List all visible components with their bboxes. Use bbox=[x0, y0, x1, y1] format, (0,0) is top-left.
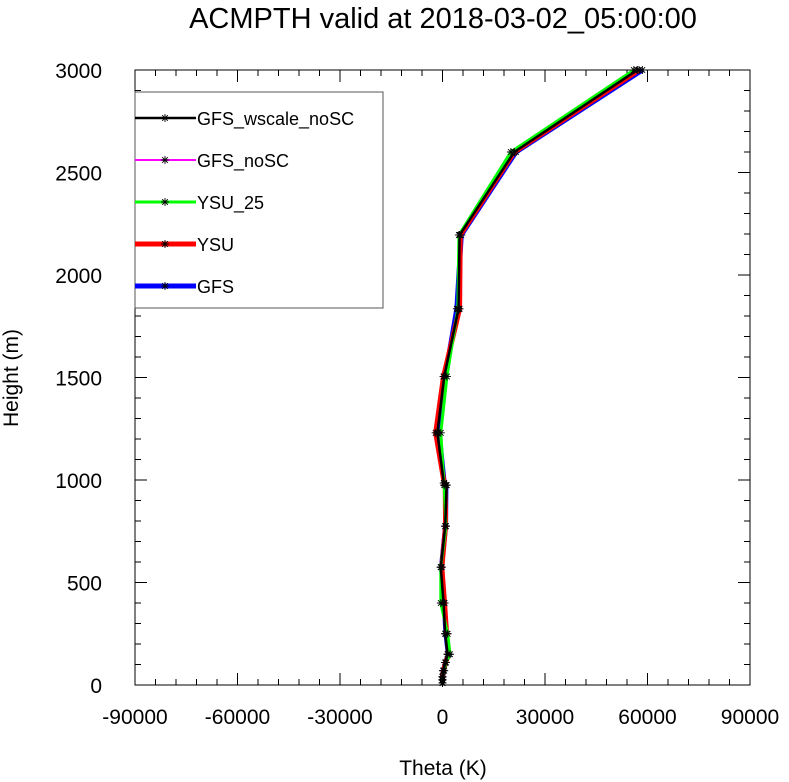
x-tick-label: 60000 bbox=[618, 706, 676, 729]
series-ysu bbox=[431, 66, 643, 687]
legend-item-gfs-wscale-nosc: GFS_wscale_noSC bbox=[135, 109, 354, 130]
series-ysu-25 bbox=[436, 66, 638, 687]
series-point bbox=[439, 599, 448, 607]
legend-marker bbox=[161, 282, 169, 290]
legend-marker bbox=[161, 240, 169, 248]
series-point bbox=[436, 563, 445, 572]
legend-marker bbox=[161, 114, 169, 122]
legend-label: YSU bbox=[197, 235, 234, 255]
legend-label: GFS_noSC bbox=[197, 151, 289, 172]
legend-box bbox=[134, 91, 384, 309]
legend-item-ysu: YSU bbox=[135, 235, 234, 255]
series-line bbox=[436, 69, 638, 683]
series-point bbox=[441, 522, 450, 531]
series-point bbox=[433, 428, 442, 437]
x-tick-label: -60000 bbox=[205, 706, 270, 729]
series-point bbox=[442, 481, 451, 490]
plot-frame bbox=[134, 69, 751, 686]
series-point bbox=[441, 629, 450, 638]
x-tick-label: -30000 bbox=[307, 706, 372, 729]
x-tick-label: 30000 bbox=[516, 706, 574, 729]
y-axis-label: Height (m) bbox=[0, 329, 23, 427]
x-axis-label: Theta (K) bbox=[399, 757, 487, 780]
y-tick-label: 1000 bbox=[55, 470, 102, 493]
series-point bbox=[438, 672, 447, 681]
series-point bbox=[510, 148, 519, 156]
legend-marker bbox=[161, 156, 169, 164]
y-tick-label: 0 bbox=[90, 675, 102, 698]
legend-label: GFS bbox=[197, 277, 234, 297]
legend: GFS_wscale_noSC GFS_noSC YSU_25 YSU GFS bbox=[134, 91, 384, 309]
legend-item-gfs: GFS bbox=[135, 277, 234, 297]
series-layer bbox=[431, 66, 647, 687]
series-line bbox=[436, 67, 644, 683]
y-tick-label: 500 bbox=[67, 573, 102, 596]
series-line bbox=[433, 67, 641, 683]
series-point bbox=[454, 304, 463, 313]
series-point bbox=[439, 666, 448, 675]
y-tick-label: 2000 bbox=[55, 265, 102, 288]
series-line bbox=[439, 68, 635, 683]
x-tick-label: 0 bbox=[437, 706, 449, 729]
tick-labels: -90000 -60000 -30000 0 30000 60000 90000 0 500 10… bbox=[55, 60, 779, 729]
series-gfs-nosc bbox=[433, 66, 642, 687]
legend-item-gfs-nosc: GFS_noSC bbox=[135, 151, 289, 172]
legend-label: YSU_25 bbox=[197, 193, 264, 214]
series-point bbox=[443, 650, 452, 659]
legend-label: GFS_wscale_noSC bbox=[197, 109, 354, 130]
legend-marker bbox=[161, 198, 169, 206]
y-tick-label: 1500 bbox=[55, 368, 102, 391]
series-point bbox=[441, 658, 450, 667]
x-tick-label: -90000 bbox=[102, 706, 167, 729]
series-gfs-wscale-nosc bbox=[433, 66, 642, 687]
chart-title: ACMPTH valid at 2018-03-02_05:00:00 bbox=[189, 3, 697, 35]
legend-item-ysu-25: YSU_25 bbox=[135, 193, 264, 214]
series-point bbox=[439, 479, 448, 488]
y-tick-label: 2500 bbox=[55, 163, 102, 186]
y-tick-label: 3000 bbox=[55, 60, 102, 83]
series-point bbox=[455, 231, 464, 240]
series-point bbox=[440, 372, 449, 381]
series-gfs bbox=[435, 66, 647, 687]
series-line bbox=[436, 68, 638, 683]
x-tick-label: 90000 bbox=[721, 706, 779, 729]
